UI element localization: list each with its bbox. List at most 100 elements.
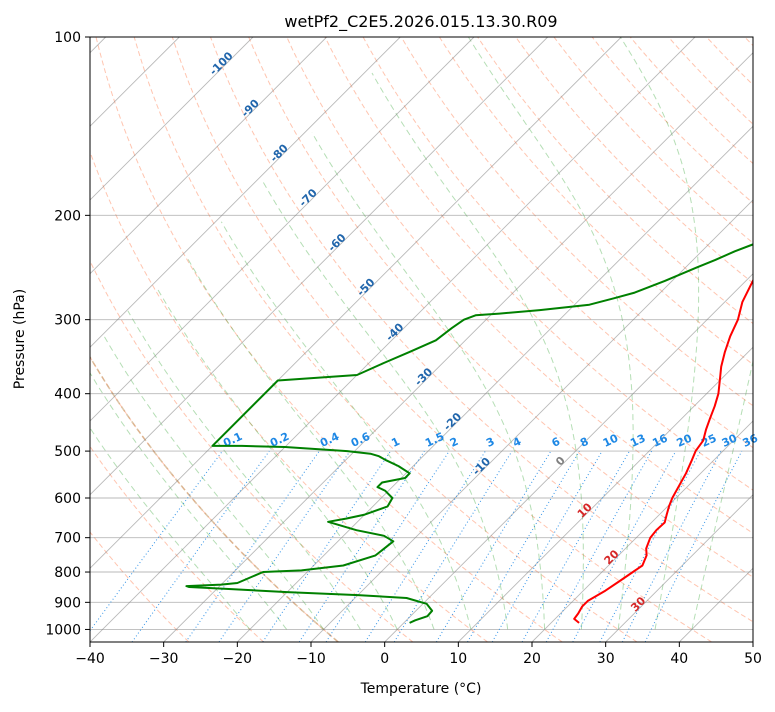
mixing-ratio-label: 1.5	[423, 430, 446, 450]
x-tick-label: −20	[223, 651, 253, 667]
dry-adiabat-line	[134, 37, 637, 642]
y-tick-label: 500	[54, 444, 81, 460]
dry-adiabat-line	[172, 37, 711, 642]
isotherm-label: 30	[628, 594, 648, 614]
dewpoint-profile-line	[186, 37, 775, 623]
y-tick-label: 900	[54, 595, 81, 611]
y-tick-label: 400	[54, 387, 81, 403]
moist-adiabat-line	[61, 381, 250, 630]
x-axis-title: Temperature (°C)	[360, 681, 482, 697]
moist-adiabat-line	[620, 37, 698, 629]
mixing-ratio-line	[573, 451, 676, 642]
moist-adiabat-line	[468, 37, 633, 629]
isotherm-line	[16, 37, 621, 642]
isotherm-label: -60	[325, 231, 348, 254]
mixing-ratio-label: 36	[741, 431, 761, 449]
isotherm-line	[237, 37, 775, 642]
dry-adiabat-line	[554, 37, 775, 642]
mixing-ratio-line	[132, 451, 269, 642]
y-tick-label: 300	[54, 313, 81, 329]
dry-adiabat-line	[707, 37, 775, 642]
mixing-ratio-line	[436, 451, 551, 642]
moist-adiabat-line	[692, 37, 775, 629]
mixing-ratio-label: 2	[448, 435, 460, 450]
dry-adiabat-line	[668, 37, 775, 642]
isotherm-label: -70	[297, 186, 320, 209]
isotherm-label: -30	[412, 365, 435, 388]
mixing-ratio-line	[600, 451, 701, 642]
isotherm-label: 10	[575, 500, 595, 520]
moist-adiabat-line	[157, 288, 397, 630]
plot-frame	[90, 37, 753, 642]
y-tick-label: 700	[54, 531, 81, 547]
isotherm-line	[753, 37, 775, 642]
x-tick-label: 40	[670, 651, 688, 667]
mixing-ratio-line	[219, 451, 350, 642]
dry-adiabat-line	[745, 37, 775, 642]
dry-adiabat-line	[58, 37, 488, 642]
isotherm-line	[532, 37, 775, 642]
mixing-ratio-label: 20	[675, 431, 695, 449]
mixing-ratio-line	[263, 451, 391, 642]
dry-adiabat-line	[0, 37, 264, 642]
mixing-ratio-label: 6	[550, 435, 563, 450]
moist-adiabat-line	[263, 181, 508, 629]
moist-adiabat-line	[372, 73, 583, 629]
x-tick-label: 10	[449, 651, 467, 667]
mixing-ratio-line	[82, 451, 223, 642]
isotherm-label: 20	[602, 547, 622, 567]
dry-adiabat-line	[592, 37, 775, 642]
y-tick-label: 1000	[45, 622, 81, 638]
isotherm-line	[0, 37, 327, 642]
isotherm-line	[0, 37, 548, 642]
mixing-ratio-label: 8	[578, 435, 590, 450]
isotherm-label: -10	[470, 455, 493, 478]
isotherm-line	[385, 37, 775, 642]
y-tick-label: 800	[54, 565, 81, 581]
dry-adiabat-line	[20, 37, 413, 642]
x-tick-label: 30	[597, 651, 615, 667]
dry-adiabat-line	[0, 37, 338, 642]
x-tick-label: −10	[296, 651, 326, 667]
dry-adiabat-line	[0, 37, 338, 642]
x-tick-label: −40	[75, 651, 105, 667]
dry-adiabat-line	[363, 37, 775, 642]
isotherm-label: -50	[354, 276, 377, 299]
mixing-ratio-label: 0.6	[349, 430, 372, 450]
profile-lines	[186, 37, 775, 623]
mixing-ratio-line	[394, 451, 512, 642]
mixing-ratio-label: 3	[484, 435, 496, 450]
isotherm-line	[606, 37, 775, 642]
mixing-ratio-line	[522, 451, 629, 642]
y-axis-title: Pressure (hPa)	[12, 289, 28, 389]
isotherm-line	[0, 37, 474, 642]
x-tick-label: 0	[380, 651, 389, 667]
isotherm-label: -80	[268, 141, 291, 164]
isotherm-label: -20	[441, 410, 464, 433]
chart-title: wetPf2_C2E5.2026.015.13.30.R09	[284, 12, 557, 32]
isotherm-line	[0, 37, 253, 642]
mixing-ratio-label: 10	[601, 431, 621, 449]
y-tick-label: 600	[54, 491, 81, 507]
y-tick-label: 200	[54, 208, 81, 224]
x-tick-label: 20	[523, 651, 541, 667]
isotherm-line	[164, 37, 769, 642]
x-tick-label: −30	[149, 651, 179, 667]
moist-adiabat-line	[128, 311, 361, 630]
dry-adiabat-line	[0, 37, 189, 642]
moist-adiabat-line	[221, 222, 471, 630]
x-tick-label: 50	[744, 651, 762, 667]
isotherm-label: -100	[207, 49, 236, 78]
y-tick-label: 100	[54, 30, 81, 46]
isotherm-line	[458, 37, 775, 642]
temperature-profile-line	[574, 37, 775, 623]
dry-adiabat-line	[211, 37, 775, 642]
isotherm-line	[679, 37, 775, 642]
mixing-ratio-line	[645, 451, 742, 642]
isotherm-line	[0, 37, 400, 642]
isotherm-label: -90	[239, 97, 262, 120]
mixing-ratio-label: 0.4	[318, 430, 341, 450]
